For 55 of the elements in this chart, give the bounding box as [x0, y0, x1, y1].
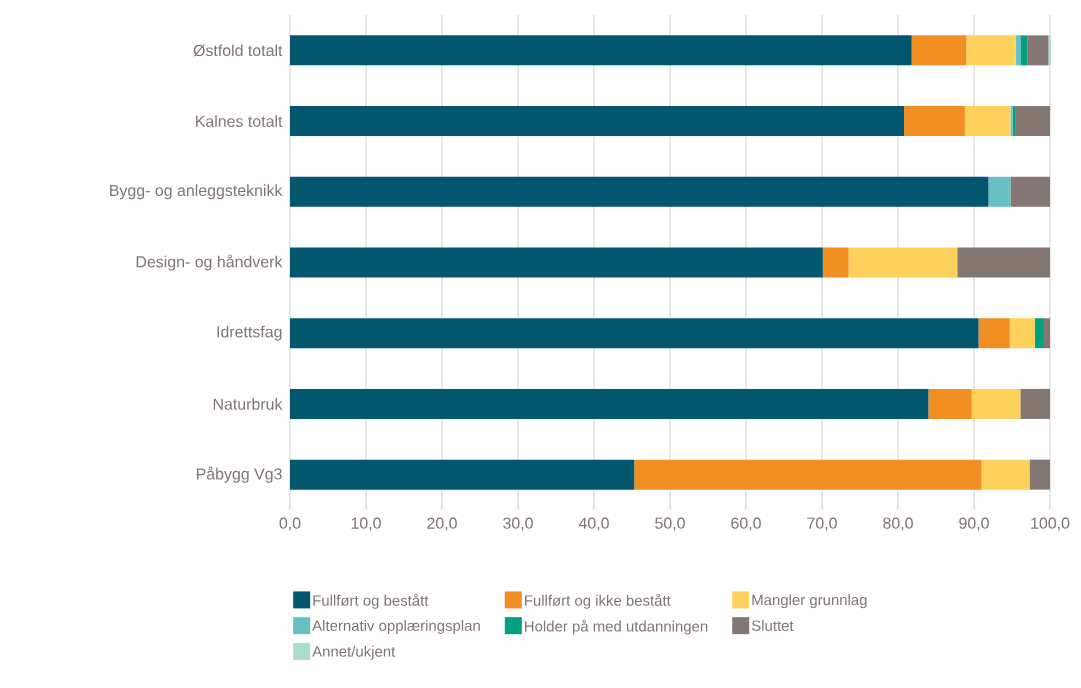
bar	[988, 176, 1011, 207]
bar	[1020, 35, 1028, 66]
y-tick-label: Kalnes totalt	[196, 115, 283, 127]
bar	[928, 388, 972, 419]
bar	[978, 318, 1010, 349]
bar	[1034, 318, 1044, 349]
bar	[290, 388, 929, 419]
bar	[1020, 388, 1051, 419]
x-tick-label: 50,0	[655, 517, 685, 531]
legend-label: Mangler grunnlag	[752, 594, 867, 609]
y-tick-label: Bygg- og anleggsteknikk	[110, 184, 283, 200]
bar	[957, 247, 1051, 278]
bar	[1048, 35, 1051, 66]
y-tick-label: Idrettsfag	[217, 325, 282, 341]
bar	[904, 106, 965, 137]
bar	[848, 247, 958, 278]
y-tick-label: Naturbruk	[213, 398, 283, 410]
bar	[1029, 459, 1051, 490]
bar	[964, 106, 1011, 137]
bar	[634, 459, 982, 490]
bar	[290, 318, 979, 349]
legend-label: Fullført og bestått	[313, 593, 429, 609]
bar	[1015, 106, 1051, 137]
y-tick-label: Design- og håndverk	[136, 254, 283, 271]
legend-label: Sluttet	[751, 620, 794, 631]
bar	[971, 388, 1021, 419]
bar	[290, 247, 823, 278]
x-tick-label: 70,0	[807, 517, 837, 531]
x-tick-label: 30,0	[503, 517, 533, 531]
y-tick-label: Østfold totalt	[193, 44, 283, 57]
x-tick-label: 90,0	[959, 517, 989, 531]
x-tick-label: 40,0	[578, 517, 609, 531]
x-tick-label: 20,0	[427, 517, 457, 531]
legend-label: Alternativ opplæringsplan	[312, 620, 480, 634]
bar	[981, 459, 1030, 490]
legend-label: Holder på med utdanningen	[525, 619, 708, 635]
bar	[1010, 176, 1051, 207]
bar	[290, 176, 989, 207]
x-tick-label: 60,0	[731, 517, 761, 531]
bar	[966, 35, 1016, 66]
legend-label: Fullført og ikke bestått	[525, 593, 671, 609]
x-tick-label: 80,0	[883, 517, 913, 531]
bar	[822, 247, 849, 278]
bar	[290, 459, 635, 490]
x-tick-label: 100,0	[1031, 517, 1070, 531]
legend-label: Annet/ukjent	[312, 645, 396, 660]
bar	[290, 35, 912, 66]
bar	[911, 35, 967, 66]
bar	[1027, 35, 1049, 66]
x-tick-label: 10,0	[351, 517, 381, 531]
bar	[290, 106, 905, 137]
bar	[1043, 318, 1051, 349]
bar	[1009, 318, 1035, 349]
x-tick-label: 0,0	[279, 517, 301, 531]
y-tick-label: Påbygg Vg3	[196, 466, 282, 483]
